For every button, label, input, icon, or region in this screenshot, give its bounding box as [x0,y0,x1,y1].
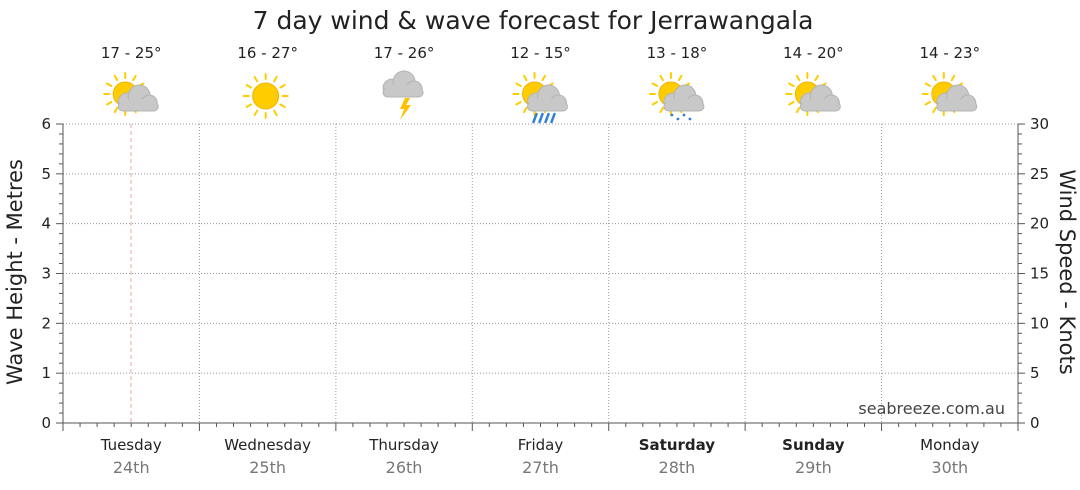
day-label: Thursday [368,436,439,454]
date-label: 24th [113,458,150,477]
watermark: seabreeze.com.au [858,399,1005,418]
temperature-range: 14 - 23° [919,44,980,62]
showers-icon [512,72,568,124]
day-labels: Tuesday 24th 17 - 25° Wednesday 25th 16 - 27°… [100,44,980,477]
day-label: Sunday [782,436,845,454]
partly-cloudy-icon [921,72,978,116]
y-left-tick-label: 1 [41,364,51,382]
y-right-tick-label: 30 [1030,115,1049,133]
temperature-range: 13 - 18° [647,44,708,62]
day-label: Wednesday [224,436,311,454]
y-right-tick-label: 10 [1030,314,1049,332]
day-label: Tuesday [100,436,162,454]
grid-lines [63,123,1018,423]
date-label: 25th [249,458,286,477]
y-axis-right-title: Wind Speed - Knots [1055,169,1079,374]
date-label: 27th [522,458,559,477]
y-right-tick-label: 25 [1030,165,1049,183]
partly-cloudy-icon [785,72,841,116]
y-axis-left-title: Wave Height - Metres [3,159,27,385]
weather-icons [103,70,978,124]
y-left-tick-label: 5 [41,165,51,183]
date-label: 29th [795,458,832,477]
day-label: Saturday [639,436,716,454]
thunderstorm-icon [382,70,424,120]
temperature-range: 17 - 25° [101,44,162,62]
temperature-range: 12 - 15° [510,44,571,62]
y-right-tick-label: 0 [1030,414,1040,432]
temperature-range: 17 - 26° [374,44,435,62]
y-left-tick-label: 0 [41,414,51,432]
temperature-range: 14 - 20° [783,44,844,62]
partly-cloudy-icon [103,72,159,116]
chart-title: 7 day wind & wave forecast for Jerrawang… [253,6,814,35]
day-label: Friday [518,436,564,454]
y-right-tick-label: 15 [1030,265,1049,283]
y-left-tick-label: 3 [41,265,51,283]
date-label: 26th [386,458,423,477]
date-label: 28th [659,458,696,477]
temperature-range: 16 - 27° [237,44,298,62]
day-label: Monday [920,436,979,454]
y-left-tick-label: 6 [41,115,51,133]
y-left-tick-label: 4 [41,215,51,233]
axis-ticks: 0 1 2 3 4 5 6 0 5 10 15 20 25 30 [41,115,1049,432]
y-left-tick-label: 2 [41,314,51,332]
light-showers-icon [648,72,705,121]
y-right-tick-label: 20 [1030,215,1049,233]
y-right-tick-label: 5 [1030,364,1040,382]
sunny-icon [242,73,289,119]
date-label: 30th [931,458,968,477]
